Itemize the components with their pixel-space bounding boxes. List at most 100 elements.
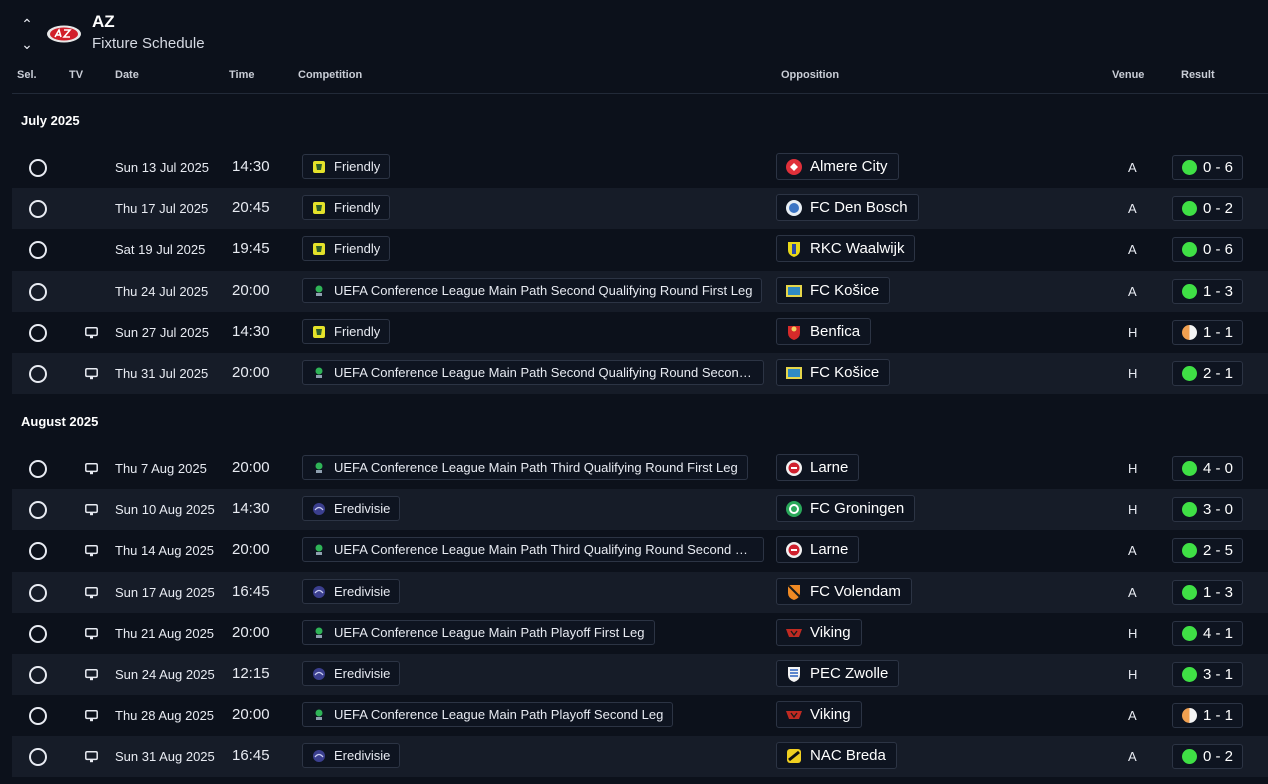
result-chip[interactable]: 0 - 2 — [1172, 196, 1244, 221]
col-result[interactable]: Result — [1181, 69, 1215, 81]
result-chip[interactable]: 2 - 1 — [1172, 361, 1244, 386]
select-radio[interactable] — [29, 542, 47, 560]
nav-down-icon[interactable]: ⌄ — [21, 36, 33, 52]
competition-chip[interactable]: UEFA Conference League Main Path Playoff… — [302, 702, 674, 727]
tv-icon — [85, 544, 98, 557]
select-radio[interactable] — [29, 501, 47, 519]
competition-chip[interactable]: UEFA Conference League Main Path Playoff… — [302, 620, 655, 645]
result-chip[interactable]: 1 - 1 — [1172, 320, 1244, 345]
col-opposition[interactable]: Opposition — [781, 69, 840, 81]
fixture-time: 19:45 — [232, 240, 270, 257]
select-radio[interactable] — [29, 748, 47, 766]
result-chip[interactable]: 3 - 1 — [1172, 662, 1244, 687]
win-indicator-icon — [1182, 242, 1197, 257]
fixture-row[interactable]: Thu 21 Aug 2025 20:00 UEFA Conference Leag… — [12, 613, 1268, 654]
result-chip[interactable]: 1 - 3 — [1172, 279, 1244, 304]
competition-chip[interactable]: Friendly — [302, 195, 391, 220]
fixture-date: Thu 14 Aug 2025 — [115, 543, 215, 558]
select-radio[interactable] — [29, 241, 47, 259]
opposition-chip[interactable]: NAC Breda — [776, 742, 897, 769]
competition-chip[interactable]: Eredivisie — [302, 743, 401, 768]
fixture-row[interactable]: Thu 31 Jul 2025 20:00 UEFA Conference Leag… — [12, 353, 1268, 394]
opposition-chip[interactable]: PEC Zwolle — [776, 660, 900, 687]
col-time[interactable]: Time — [229, 69, 255, 81]
competition-chip[interactable]: Friendly — [302, 319, 391, 344]
competition-chip[interactable]: Eredivisie — [302, 579, 401, 604]
col-tv[interactable]: TV — [69, 69, 84, 81]
opposition-chip[interactable]: FC Groningen — [776, 495, 916, 522]
competition-name: Friendly — [334, 241, 381, 256]
fixture-date: Thu 21 Aug 2025 — [115, 626, 215, 641]
result-chip[interactable]: 4 - 1 — [1172, 621, 1244, 646]
col-date[interactable]: Date — [115, 69, 139, 81]
result-chip[interactable]: 3 - 0 — [1172, 497, 1244, 522]
competition-chip[interactable]: UEFA Conference League Main Path Third Q… — [302, 455, 748, 480]
fixture-row[interactable]: Sun 13 Jul 2025 14:30 Friendly Almere City A… — [12, 147, 1268, 188]
fixture-row[interactable]: Thu 28 Aug 2025 20:00 UEFA Conference Leag… — [12, 695, 1268, 736]
competition-chip[interactable]: Friendly — [302, 236, 391, 261]
col-competition[interactable]: Competition — [298, 69, 363, 81]
select-radio[interactable] — [29, 625, 47, 643]
fixture-row[interactable]: Sat 19 Jul 2025 19:45 Friendly RKC Waalwijk… — [12, 229, 1268, 270]
fixture-row[interactable]: Thu 24 Jul 2025 20:00 UEFA Conference Leag… — [12, 271, 1268, 312]
nav-up-icon[interactable]: ⌃ — [21, 16, 33, 32]
opposition-chip[interactable]: FC Košice — [776, 359, 891, 386]
result-chip[interactable]: 1 - 1 — [1172, 703, 1244, 728]
opposition-chip[interactable]: Almere City — [776, 153, 899, 180]
result-chip[interactable]: 0 - 2 — [1172, 744, 1244, 769]
pec-zwolle-crest-icon — [785, 665, 803, 683]
result-chip[interactable]: 1 - 3 — [1172, 580, 1244, 605]
eredivisie-icon — [312, 667, 326, 681]
fixture-row[interactable]: Sun 24 Aug 2025 12:15 Eredivisie PEC Zwolle… — [12, 654, 1268, 695]
opposition-chip[interactable]: Larne — [776, 454, 860, 481]
select-radio[interactable] — [29, 584, 47, 602]
opposition-chip[interactable]: RKC Waalwijk — [776, 235, 916, 262]
fixture-time: 20:00 — [232, 282, 270, 299]
eredivisie-icon — [312, 502, 326, 516]
competition-name: Eredivisie — [334, 501, 391, 516]
opposition-chip[interactable]: Larne — [776, 536, 860, 563]
select-radio[interactable] — [29, 460, 47, 478]
opposition-name: PEC Zwolle — [810, 665, 889, 682]
competition-name: Friendly — [334, 324, 381, 339]
benfica-crest-icon — [785, 323, 803, 341]
fixture-row[interactable]: Sun 17 Aug 2025 16:45 Eredivisie FC Volenda… — [12, 572, 1268, 613]
opposition-chip[interactable]: FC Den Bosch — [776, 194, 919, 221]
fixture-row[interactable]: Thu 7 Aug 2025 20:00 UEFA Conference Leagu… — [12, 448, 1268, 489]
select-radio[interactable] — [29, 707, 47, 725]
nac-breda-crest-icon — [785, 747, 803, 765]
result-chip[interactable]: 0 - 6 — [1172, 155, 1244, 180]
result-chip[interactable]: 2 - 5 — [1172, 538, 1244, 563]
fixture-time: 20:00 — [232, 541, 270, 558]
select-radio[interactable] — [29, 200, 47, 218]
competition-chip[interactable]: UEFA Conference League Main Path Second … — [302, 360, 764, 385]
competition-chip[interactable]: Eredivisie — [302, 496, 401, 521]
conference-league-icon — [312, 708, 326, 722]
opposition-chip[interactable]: FC Košice — [776, 277, 891, 304]
select-radio[interactable] — [29, 159, 47, 177]
fixture-row[interactable]: Sun 27 Jul 2025 14:30 Friendly Benfica H 1 - … — [12, 312, 1268, 353]
select-radio[interactable] — [29, 324, 47, 342]
opposition-chip[interactable]: Viking — [776, 619, 862, 646]
result-chip[interactable]: 0 - 6 — [1172, 237, 1244, 262]
opposition-chip[interactable]: Benfica — [776, 318, 872, 345]
competition-chip[interactable]: UEFA Conference League Main Path Second … — [302, 278, 763, 303]
result-chip[interactable]: 4 - 0 — [1172, 456, 1244, 481]
opposition-name: Almere City — [810, 158, 888, 175]
competition-chip[interactable]: Friendly — [302, 154, 391, 179]
select-radio[interactable] — [29, 666, 47, 684]
fixture-row[interactable]: Thu 14 Aug 2025 20:00 UEFA Conference Leag… — [12, 530, 1268, 571]
competition-chip[interactable]: Eredivisie — [302, 661, 401, 686]
fixture-row[interactable]: Thu 17 Jul 2025 20:45 Friendly FC Den Bosch… — [12, 188, 1268, 229]
opposition-chip[interactable]: FC Volendam — [776, 578, 912, 605]
select-radio[interactable] — [29, 283, 47, 301]
fixture-venue: A — [1128, 708, 1137, 723]
select-radio[interactable] — [29, 365, 47, 383]
col-sel[interactable]: Sel. — [17, 69, 37, 81]
tv-icon — [85, 462, 98, 475]
opposition-chip[interactable]: Viking — [776, 701, 862, 728]
fixture-row[interactable]: Sun 31 Aug 2025 16:45 Eredivisie NAC Breda A… — [12, 736, 1268, 777]
fixture-row[interactable]: Sun 10 Aug 2025 14:30 Eredivisie FC Groning… — [12, 489, 1268, 530]
competition-chip[interactable]: UEFA Conference League Main Path Third Q… — [302, 537, 764, 562]
col-venue[interactable]: Venue — [1112, 69, 1145, 81]
